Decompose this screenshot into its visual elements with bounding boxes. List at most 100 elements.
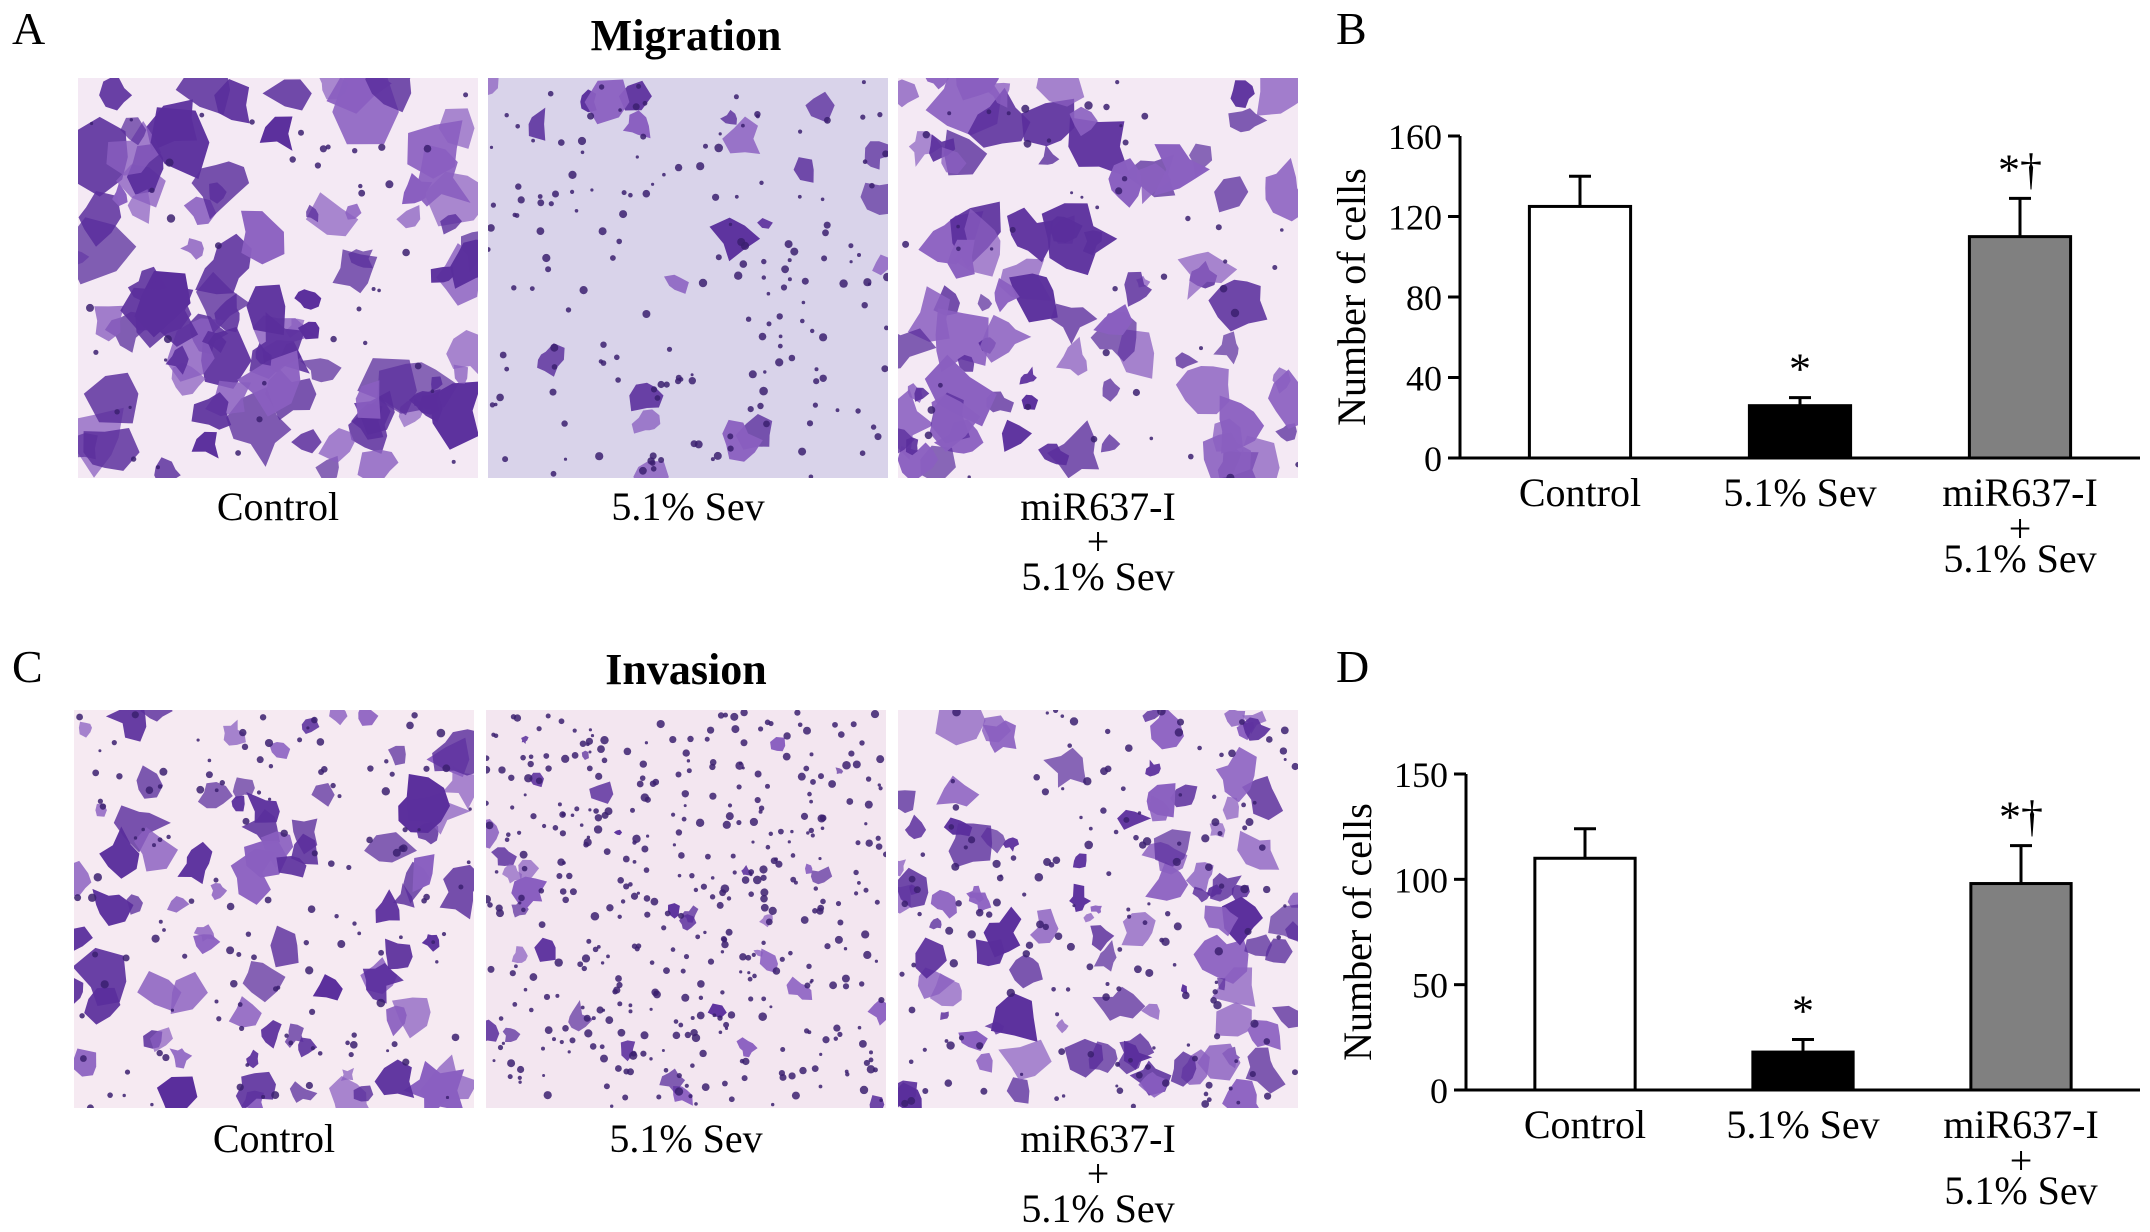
membrane-pore — [230, 979, 238, 988]
membrane-pore — [595, 772, 603, 780]
membrane-pore — [430, 389, 435, 394]
membrane-pore — [1283, 757, 1287, 761]
membrane-pore — [566, 872, 573, 880]
stained-cell — [664, 274, 689, 294]
membrane-pore — [1141, 112, 1149, 120]
membrane-pore — [451, 459, 456, 464]
membrane-pore — [351, 1032, 357, 1038]
membrane-pore — [569, 888, 577, 896]
membrane-pore — [590, 733, 595, 738]
membrane-pore — [754, 111, 761, 118]
membrane-pore — [748, 996, 754, 1002]
stained-cell — [1275, 423, 1297, 442]
membrane-pore — [661, 1048, 665, 1052]
membrane-pore — [707, 726, 715, 734]
membrane-pore — [759, 865, 768, 874]
membrane-pore — [728, 222, 733, 227]
membrane-pore — [761, 940, 766, 946]
membrane-pore — [268, 764, 274, 769]
membrane-pore — [967, 475, 971, 478]
membrane-pore — [800, 916, 809, 924]
membrane-pore — [1009, 226, 1016, 233]
membrane-pore — [488, 224, 495, 232]
membrane-pore — [337, 794, 342, 799]
membrane-pore — [570, 189, 575, 194]
membrane-pore — [857, 253, 861, 257]
stained-cell — [977, 293, 993, 312]
stained-cell — [318, 428, 355, 463]
membrane-pore — [1147, 902, 1151, 906]
membrane-pore — [950, 778, 955, 784]
membrane-pore — [1259, 844, 1266, 851]
membrane-pore — [1087, 1050, 1095, 1058]
membrane-pore — [986, 109, 992, 115]
membrane-pore — [681, 993, 690, 1002]
stained-cell — [396, 205, 421, 229]
membrane-pore — [486, 766, 491, 774]
membrane-pore — [899, 971, 905, 977]
membrane-pore — [875, 835, 881, 841]
stained-cell — [568, 1000, 594, 1032]
membrane-pore — [846, 798, 854, 805]
membrane-pore — [727, 1011, 736, 1019]
membrane-pore — [537, 194, 543, 199]
stained-cell — [237, 350, 301, 417]
membrane-pore — [124, 1069, 131, 1075]
membrane-pore — [580, 1005, 585, 1010]
stained-cell — [1064, 1038, 1104, 1078]
membrane-pore — [662, 172, 666, 177]
bar — [1751, 1050, 1855, 1092]
membrane-pore — [1214, 1033, 1221, 1040]
membrane-pore — [757, 402, 764, 410]
stained-cell — [1090, 925, 1115, 952]
membrane-pore — [878, 786, 883, 791]
stained-cell — [1050, 303, 1098, 345]
membrane-pore — [510, 714, 517, 720]
membrane-pore — [724, 1026, 729, 1030]
membrane-pore — [214, 788, 219, 793]
stained-cell — [957, 354, 975, 372]
membrane-pore — [579, 823, 584, 827]
membrane-pore — [824, 116, 831, 124]
membrane-pore — [956, 224, 960, 229]
membrane-pore — [819, 374, 827, 382]
membrane-pore — [517, 1075, 522, 1080]
membrane-pore — [378, 949, 384, 956]
membrane-pore — [855, 840, 861, 846]
stained-cell — [1019, 366, 1037, 385]
membrane-pore — [758, 332, 767, 341]
membrane-pore — [824, 943, 831, 950]
membrane-pore — [1105, 728, 1111, 735]
membrane-pore — [150, 1102, 154, 1107]
membrane-pore — [865, 776, 872, 782]
membrane-pore — [1052, 856, 1061, 865]
membrane-pore — [550, 343, 559, 352]
membrane-pore — [86, 303, 94, 312]
membrane-pore — [901, 1099, 909, 1108]
membrane-pore — [745, 954, 752, 961]
membrane-pore — [306, 726, 310, 730]
stained-cell — [362, 963, 404, 1004]
membrane-pore — [1115, 1084, 1119, 1088]
membrane-pore — [559, 830, 566, 837]
membrane-pore — [529, 973, 538, 981]
membrane-pore — [1102, 349, 1110, 357]
membrane-pore — [1123, 816, 1130, 823]
stained-cell — [255, 342, 272, 366]
stained-cell — [150, 107, 210, 179]
stained-cell — [1142, 710, 1160, 723]
membrane-pore — [1054, 1096, 1059, 1102]
stained-cell — [1145, 759, 1161, 777]
membrane-pore — [883, 851, 886, 858]
membrane-pore — [864, 800, 873, 809]
membrane-pore — [518, 901, 522, 905]
stained-cell — [177, 841, 213, 885]
stained-cell — [365, 78, 412, 113]
membrane-pore — [586, 938, 592, 944]
membrane-pore — [545, 713, 551, 719]
membrane-pore — [239, 1025, 245, 1031]
membrane-pore — [807, 791, 812, 797]
membrane-pore — [610, 255, 616, 261]
membrane-pore — [352, 148, 358, 154]
membrane-pore — [798, 447, 807, 456]
